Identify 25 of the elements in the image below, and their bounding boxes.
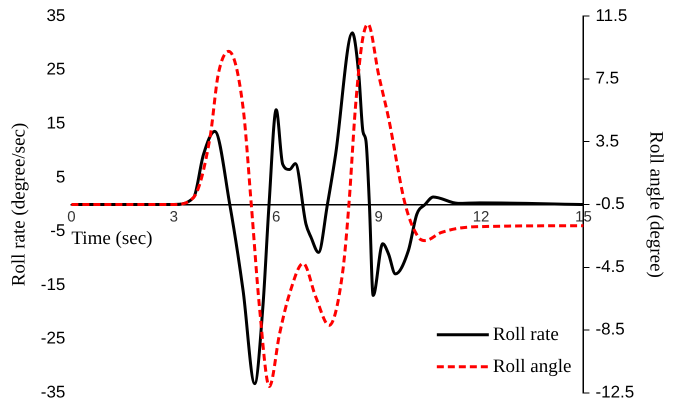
y2-tick-label: 11.5	[595, 6, 628, 25]
y-tick-label: 5	[56, 167, 66, 186]
y-tick-label: 25	[46, 60, 66, 79]
y-tick-label: 35	[46, 6, 66, 25]
y2-tick-label: -4.5	[595, 256, 625, 276]
x-tick-label: 6	[272, 208, 280, 226]
x-axis-title: Time (sec)	[71, 228, 152, 249]
x-tick-label: 9	[374, 208, 383, 226]
y2-tick-label: 7.5	[595, 68, 620, 88]
legend-label: Roll angle	[492, 356, 572, 377]
y-tick-label: -35	[40, 382, 66, 402]
y-tick-label: 15	[46, 113, 66, 132]
y2-tick-label: -0.5	[595, 194, 625, 214]
y-tick-label: -15	[40, 274, 66, 294]
y2-tick-label: -12.5	[595, 382, 634, 402]
x-tick-label: 3	[170, 208, 178, 226]
y2-axis-title: Roll angle (degree)	[646, 131, 667, 278]
x-tick-label: 0	[67, 208, 76, 226]
y2-tick-label: -8.5	[595, 320, 625, 339]
y-tick-label: -5	[50, 221, 66, 240]
y-axis-title: Roll rate (degree/sec)	[8, 122, 30, 286]
x-tick-label: 12	[472, 208, 490, 226]
y2-tick-label: 3.5	[595, 131, 620, 150]
y-tick-label: -25	[40, 328, 66, 348]
legend-label: Roll rate	[492, 324, 559, 345]
